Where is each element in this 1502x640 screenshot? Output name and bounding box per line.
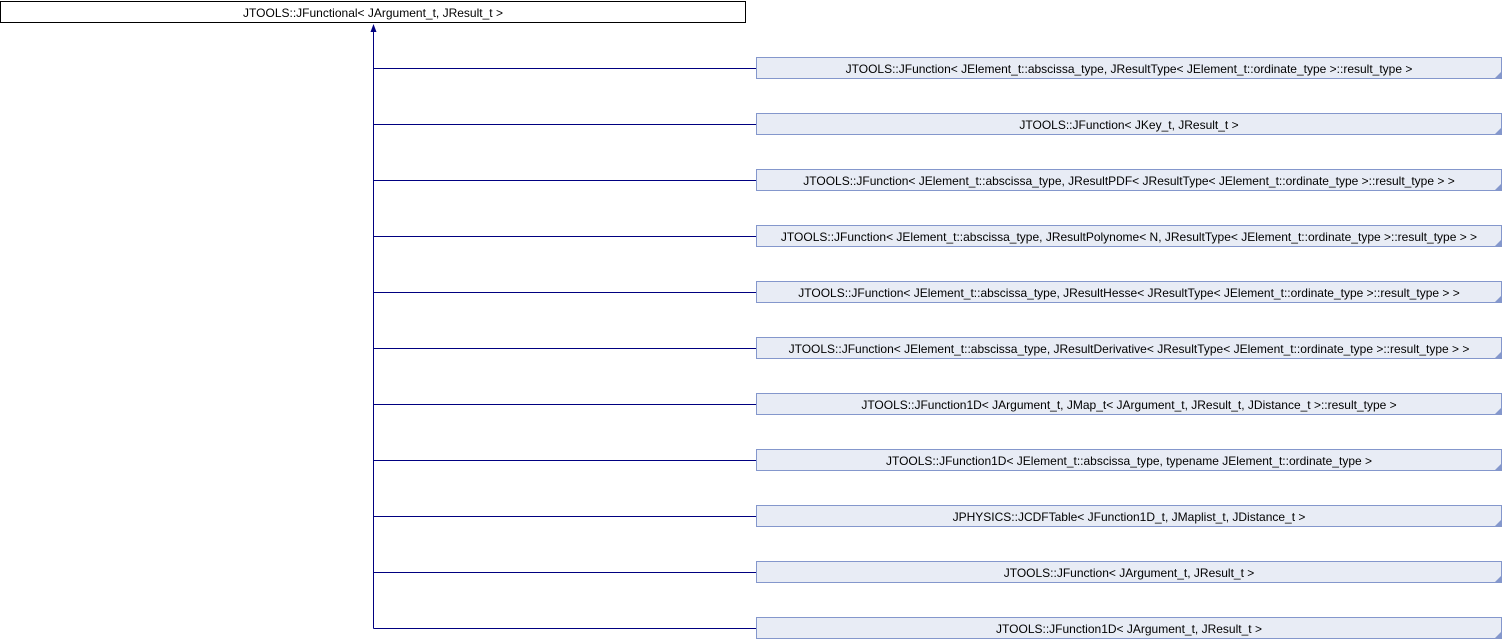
derived-class-label: JTOOLS::JFunction1D< JElement_t::absciss…	[885, 454, 1373, 468]
derived-class-label: JTOOLS::JFunction< JElement_t::abscissa_…	[845, 62, 1413, 76]
derived-class-node[interactable]: JTOOLS::JFunction1D< JElement_t::absciss…	[756, 449, 1502, 471]
collapsed-marker-icon	[1495, 352, 1501, 358]
derived-class-label: JTOOLS::JFunction< JElement_t::abscissa_…	[780, 230, 1478, 244]
base-class-node: JTOOLS::JFunctional< JArgument_t, JResul…	[0, 1, 746, 23]
derived-class-label: JTOOLS::JFunction< JElement_t::abscissa_…	[803, 174, 1455, 188]
derived-class-node[interactable]: JTOOLS::JFunction< JArgument_t, JResult_…	[756, 561, 1502, 583]
collapsed-marker-icon	[1495, 128, 1501, 134]
collapsed-marker-icon	[1495, 240, 1501, 246]
collapsed-marker-icon	[1495, 576, 1501, 582]
collapsed-marker-icon	[1495, 408, 1501, 414]
arrowhead-icon	[370, 24, 377, 32]
derived-class-label: JPHYSICS::JCDFTable< JFunction1D_t, JMap…	[952, 510, 1306, 524]
collapsed-marker-icon	[1495, 72, 1501, 78]
derived-class-label: JTOOLS::JFunction< JArgument_t, JResult_…	[1003, 566, 1255, 580]
collapsed-marker-icon	[1495, 296, 1501, 302]
derived-class-label: JTOOLS::JFunction1D< JArgument_t, JMap_t…	[861, 398, 1397, 412]
derived-class-node[interactable]: JTOOLS::JFunction1D< JArgument_t, JMap_t…	[756, 393, 1502, 415]
collapsed-marker-icon	[1495, 520, 1501, 526]
derived-class-node[interactable]: JTOOLS::JFunction< JElement_t::abscissa_…	[756, 57, 1502, 79]
derived-class-node[interactable]: JTOOLS::JFunction< JElement_t::abscissa_…	[756, 169, 1502, 191]
derived-class-label: JTOOLS::JFunction1D< JArgument_t, JResul…	[996, 622, 1262, 636]
derived-class-label: JTOOLS::JFunction< JElement_t::abscissa_…	[788, 342, 1470, 356]
derived-class-node[interactable]: JTOOLS::JFunction< JElement_t::abscissa_…	[756, 225, 1502, 247]
derived-class-node[interactable]: JTOOLS::JFunction1D< JArgument_t, JResul…	[756, 617, 1502, 639]
derived-class-label: JTOOLS::JFunction< JKey_t, JResult_t >	[1019, 118, 1239, 132]
derived-class-node[interactable]: JTOOLS::JFunction< JKey_t, JResult_t >	[756, 113, 1502, 135]
derived-class-node[interactable]: JPHYSICS::JCDFTable< JFunction1D_t, JMap…	[756, 505, 1502, 527]
derived-class-label: JTOOLS::JFunction< JElement_t::abscissa_…	[798, 286, 1460, 300]
derived-class-node[interactable]: JTOOLS::JFunction< JElement_t::abscissa_…	[756, 337, 1502, 359]
collapsed-marker-icon	[1495, 184, 1501, 190]
collapsed-marker-icon	[1495, 632, 1501, 638]
collapsed-marker-icon	[1495, 464, 1501, 470]
derived-class-node[interactable]: JTOOLS::JFunction< JElement_t::abscissa_…	[756, 281, 1502, 303]
